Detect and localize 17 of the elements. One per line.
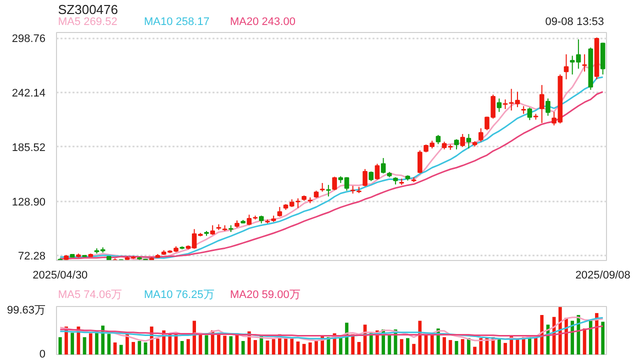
x-tick-label: 2025/04/30 (32, 270, 88, 282)
text: MA10 76.25万 (144, 289, 214, 301)
text: MA10 258.17 (144, 16, 210, 28)
text: MA5 74.06万 (58, 289, 122, 301)
y-tick-label: 185.52 (12, 142, 46, 154)
text: 09-08 13:53 (545, 16, 604, 28)
y-tick-label: 298.76 (12, 33, 46, 46)
chart-title: SZ300476 (58, 2, 118, 17)
x-tick-label: 2025/09/08 (575, 270, 630, 282)
text: MA20 59.00万 (230, 289, 300, 301)
y-tick-label: 72.28 (18, 250, 46, 263)
text: MA20 243.00 (230, 16, 296, 28)
y-tick-label: 128.90 (12, 196, 46, 208)
y-tick-label: 99.63万 (6, 304, 46, 316)
text: MA5 269.52 (58, 16, 118, 28)
y-tick-label: 0 (39, 348, 46, 360)
y-tick-label: 242.14 (12, 88, 46, 100)
